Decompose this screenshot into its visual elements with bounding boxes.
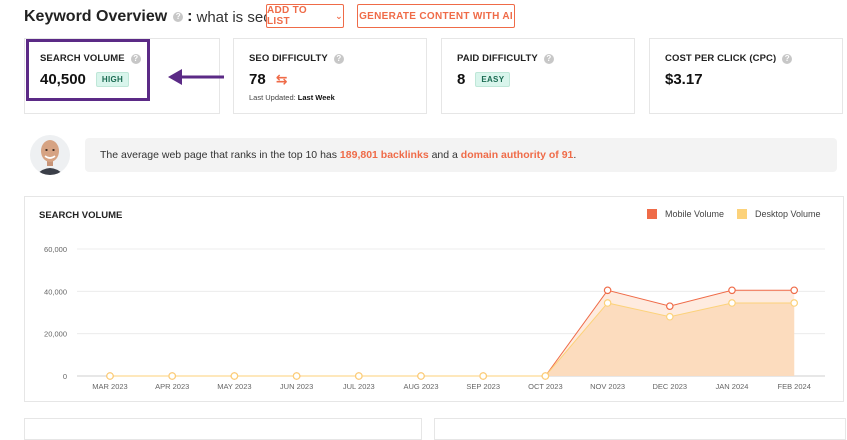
data-point-mobile: [665, 302, 674, 310]
help-circle-icon[interactable]: ?: [333, 53, 344, 64]
search-volume-value: 40,500: [40, 71, 86, 88]
x-tick-label: JUL 2023: [343, 382, 375, 391]
last-updated-value: Last Week: [297, 93, 335, 102]
data-point-mobile: [728, 286, 736, 295]
insight-suffix: .: [573, 149, 577, 161]
search-volume-label: SEARCH VOLUME: [40, 53, 125, 64]
x-tick-label: FEB 2024: [778, 382, 811, 391]
highlight-box: [26, 39, 150, 101]
mobile-swatch: [647, 209, 657, 219]
seo-difficulty-label: SEO DIFFICULTY: [249, 53, 328, 64]
avatar: [30, 135, 70, 175]
title-separator: :: [187, 8, 193, 25]
data-point-desktop: [106, 372, 114, 380]
x-tick-label: MAR 2023: [92, 382, 127, 391]
data-point-desktop: [541, 372, 550, 380]
chart-title: SEARCH VOLUME: [39, 210, 123, 221]
data-point-desktop: [665, 312, 674, 321]
x-tick-label: MAY 2023: [217, 382, 251, 391]
cpc-value: $3.17: [665, 71, 703, 88]
cpc-value-row: $3.17: [665, 71, 703, 88]
paid-difficulty-card: PAID DIFFICULTY ? 8 EASY: [441, 38, 635, 114]
help-circle-icon[interactable]: ?: [130, 53, 141, 64]
help-circle-icon[interactable]: ?: [543, 53, 554, 64]
left-arrow-icon: [168, 69, 224, 85]
cpc-label-row: COST PER CLICK (CPC) ?: [665, 53, 793, 64]
insight-banner: The average web page that ranks in the t…: [85, 138, 837, 172]
last-updated: Last Updated: Last Week: [249, 93, 335, 102]
legend-mobile-label: Mobile Volume: [665, 209, 725, 219]
x-tick-label: JAN 2024: [716, 382, 749, 391]
search-volume-value-row: 40,500 HIGH: [40, 71, 130, 88]
x-tick-label: OCT 2023: [528, 382, 562, 391]
bottom-right-card: [434, 418, 846, 440]
data-point-mobile: [790, 286, 799, 295]
data-point-desktop: [728, 299, 736, 307]
x-tick-label: NOV 2023: [590, 382, 625, 391]
cpc-card: COST PER CLICK (CPC) ? $3.17: [649, 38, 843, 114]
data-point-mobile: [603, 286, 612, 295]
difficulty-badge: EASY: [475, 72, 511, 87]
generate-content-button[interactable]: GENERATE CONTENT WITH AI: [357, 4, 515, 28]
data-point-desktop: [479, 372, 488, 380]
seo-difficulty-card: SEO DIFFICULTY ? 78 ⇆ Last Updated: Last…: [233, 38, 427, 114]
legend-desktop[interactable]: Desktop Volume: [737, 209, 821, 219]
seo-difficulty-value-row: 78 ⇆: [249, 71, 287, 88]
data-point-desktop: [603, 299, 612, 307]
x-tick-label: SEP 2023: [466, 382, 500, 391]
swap-arrows-icon[interactable]: ⇆: [275, 71, 288, 87]
data-point-desktop: [417, 372, 425, 380]
data-point-desktop: [168, 372, 177, 380]
paid-difficulty-label-row: PAID DIFFICULTY ?: [457, 53, 554, 64]
page-title: Keyword Overview: [24, 8, 168, 25]
paid-difficulty-value: 8: [457, 71, 466, 88]
insight-prefix: The average web page that ranks in the t…: [100, 149, 340, 161]
seo-difficulty-label-row: SEO DIFFICULTY ?: [249, 53, 344, 64]
data-point-desktop: [230, 372, 239, 380]
y-tick-label: 40,000: [44, 287, 67, 296]
domain-authority-link[interactable]: domain authority of 91: [460, 149, 574, 161]
data-point-desktop: [292, 372, 301, 380]
x-tick-label: AUG 2023: [403, 382, 438, 391]
x-tick-label: APR 2023: [155, 382, 189, 391]
paid-difficulty-label: PAID DIFFICULTY: [457, 53, 538, 64]
area-desktop: [110, 302, 795, 376]
legend-mobile[interactable]: Mobile Volume: [647, 209, 724, 219]
add-to-list-button[interactable]: ADD TO LIST ⌄: [266, 4, 344, 28]
x-tick-label: DEC 2023: [652, 382, 687, 391]
generate-content-label: GENERATE CONTENT WITH AI: [359, 10, 513, 22]
backlinks-link[interactable]: 189,801 backlinks: [339, 149, 429, 161]
insight-middle: and a: [428, 149, 461, 161]
x-tick-label: JUN 2023: [280, 382, 313, 391]
header: Keyword Overview ? : what is seo: [24, 4, 272, 30]
y-tick-label: 60,000: [44, 245, 67, 254]
cpc-label: COST PER CLICK (CPC): [665, 53, 777, 64]
help-circle-icon[interactable]: ?: [173, 12, 184, 22]
keyword-query: what is seo: [196, 8, 272, 26]
data-point-desktop: [790, 299, 799, 307]
paid-difficulty-value-row: 8 EASY: [457, 71, 511, 88]
legend-desktop-label: Desktop Volume: [755, 209, 821, 219]
data-point-desktop: [354, 372, 363, 380]
volume-badge: HIGH: [95, 72, 130, 87]
search-volume-chart: 0 20,000 40,000 60,000 MAR 2023 APR 2023 MAY 2…: [44, 245, 825, 391]
add-to-list-label: ADD TO LIST: [267, 5, 307, 27]
y-tick-label: 0: [63, 372, 67, 381]
last-updated-label: Last Updated:: [249, 93, 296, 102]
seo-difficulty-value: 78: [249, 71, 266, 88]
bottom-left-card: [24, 418, 422, 440]
chevron-down-icon: ⌄: [335, 10, 343, 21]
search-volume-chart-card: SEARCH VOLUME Mobile Volume Desktop Volu…: [24, 196, 844, 402]
help-circle-icon[interactable]: ?: [782, 53, 793, 64]
series-line-desktop: [110, 302, 795, 377]
desktop-swatch: [737, 209, 747, 219]
search-volume-label-row: SEARCH VOLUME ?: [40, 53, 141, 64]
y-tick-label: 20,000: [44, 330, 67, 339]
